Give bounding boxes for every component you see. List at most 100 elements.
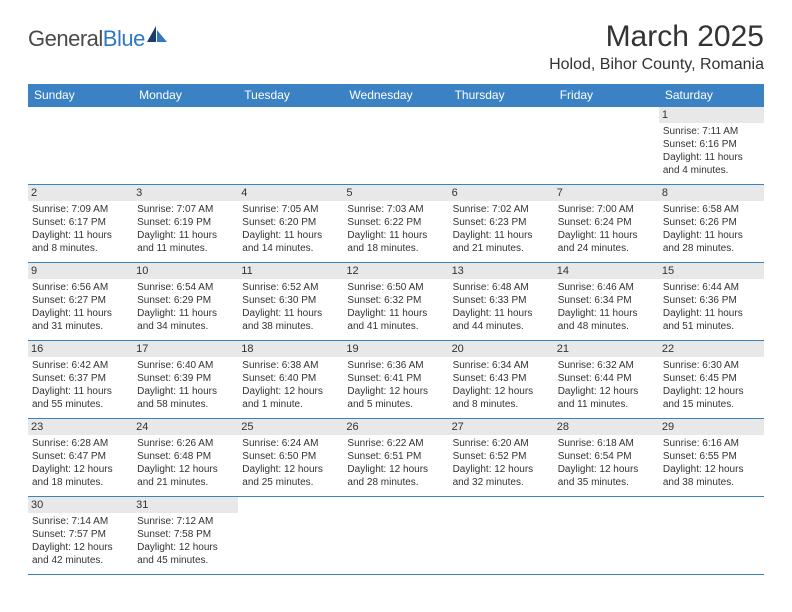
calendar-cell (449, 107, 554, 185)
column-header: Friday (554, 84, 659, 107)
sunrise-line: Sunrise: 7:05 AM (242, 203, 339, 216)
sunset-line: Sunset: 6:45 PM (663, 372, 760, 385)
sunset-line: Sunset: 6:26 PM (663, 216, 760, 229)
daylight-line: Daylight: 12 hours and 8 minutes. (453, 385, 550, 411)
daylight-line: Daylight: 11 hours and 28 minutes. (663, 229, 760, 255)
sunrise-line: Sunrise: 7:00 AM (558, 203, 655, 216)
column-header: Sunday (28, 84, 133, 107)
daylight-line: Daylight: 11 hours and 41 minutes. (347, 307, 444, 333)
sunset-line: Sunset: 6:47 PM (32, 450, 129, 463)
sunset-line: Sunset: 6:19 PM (137, 216, 234, 229)
sunrise-line: Sunrise: 7:11 AM (663, 125, 760, 138)
daylight-line: Daylight: 11 hours and 38 minutes. (242, 307, 339, 333)
daylight-line: Daylight: 11 hours and 31 minutes. (32, 307, 129, 333)
logo: GeneralBlue (28, 26, 169, 52)
calendar-body: 1Sunrise: 7:11 AMSunset: 6:16 PMDaylight… (28, 107, 764, 575)
calendar-cell: 22Sunrise: 6:30 AMSunset: 6:45 PMDayligh… (659, 341, 764, 419)
day-number: 15 (659, 263, 764, 279)
daylight-line: Daylight: 11 hours and 34 minutes. (137, 307, 234, 333)
sunset-line: Sunset: 6:51 PM (347, 450, 444, 463)
sunset-line: Sunset: 6:30 PM (242, 294, 339, 307)
daylight-line: Daylight: 12 hours and 28 minutes. (347, 463, 444, 489)
daylight-line: Daylight: 11 hours and 18 minutes. (347, 229, 444, 255)
sunset-line: Sunset: 6:54 PM (558, 450, 655, 463)
daylight-line: Daylight: 11 hours and 58 minutes. (137, 385, 234, 411)
sunrise-line: Sunrise: 6:20 AM (453, 437, 550, 450)
daylight-line: Daylight: 11 hours and 11 minutes. (137, 229, 234, 255)
sunset-line: Sunset: 6:24 PM (558, 216, 655, 229)
calendar-header-row: SundayMondayTuesdayWednesdayThursdayFrid… (28, 84, 764, 107)
sunrise-line: Sunrise: 6:38 AM (242, 359, 339, 372)
day-number: 19 (343, 341, 448, 357)
day-number: 9 (28, 263, 133, 279)
day-number: 31 (133, 497, 238, 513)
sunset-line: Sunset: 6:29 PM (137, 294, 234, 307)
sunrise-line: Sunrise: 6:58 AM (663, 203, 760, 216)
title-block: March 2025 Holod, Bihor County, Romania (549, 20, 764, 74)
day-number: 10 (133, 263, 238, 279)
day-number: 21 (554, 341, 659, 357)
sunset-line: Sunset: 7:58 PM (137, 528, 234, 541)
daylight-line: Daylight: 12 hours and 38 minutes. (663, 463, 760, 489)
calendar-week-row: 1Sunrise: 7:11 AMSunset: 6:16 PMDaylight… (28, 107, 764, 185)
daylight-line: Daylight: 12 hours and 15 minutes. (663, 385, 760, 411)
sunrise-line: Sunrise: 6:28 AM (32, 437, 129, 450)
sunrise-line: Sunrise: 7:14 AM (32, 515, 129, 528)
sunset-line: Sunset: 6:43 PM (453, 372, 550, 385)
calendar-cell: 21Sunrise: 6:32 AMSunset: 6:44 PMDayligh… (554, 341, 659, 419)
sunset-line: Sunset: 6:48 PM (137, 450, 234, 463)
sunrise-line: Sunrise: 7:12 AM (137, 515, 234, 528)
calendar-cell: 27Sunrise: 6:20 AMSunset: 6:52 PMDayligh… (449, 419, 554, 497)
logo-sail-icon (147, 26, 169, 49)
sunset-line: Sunset: 6:20 PM (242, 216, 339, 229)
daylight-line: Daylight: 12 hours and 45 minutes. (137, 541, 234, 567)
calendar-cell: 14Sunrise: 6:46 AMSunset: 6:34 PMDayligh… (554, 263, 659, 341)
day-number: 16 (28, 341, 133, 357)
daylight-line: Daylight: 11 hours and 55 minutes. (32, 385, 129, 411)
sunset-line: Sunset: 6:27 PM (32, 294, 129, 307)
daylight-line: Daylight: 11 hours and 21 minutes. (453, 229, 550, 255)
sunrise-line: Sunrise: 6:26 AM (137, 437, 234, 450)
sunset-line: Sunset: 6:41 PM (347, 372, 444, 385)
calendar-cell: 25Sunrise: 6:24 AMSunset: 6:50 PMDayligh… (238, 419, 343, 497)
calendar-cell: 29Sunrise: 6:16 AMSunset: 6:55 PMDayligh… (659, 419, 764, 497)
day-number: 13 (449, 263, 554, 279)
day-number: 11 (238, 263, 343, 279)
sunrise-line: Sunrise: 6:54 AM (137, 281, 234, 294)
column-header: Monday (133, 84, 238, 107)
day-number: 29 (659, 419, 764, 435)
calendar-cell: 26Sunrise: 6:22 AMSunset: 6:51 PMDayligh… (343, 419, 448, 497)
sunrise-line: Sunrise: 7:07 AM (137, 203, 234, 216)
month-title: March 2025 (549, 20, 764, 54)
calendar-cell (554, 107, 659, 185)
sunrise-line: Sunrise: 6:44 AM (663, 281, 760, 294)
daylight-line: Daylight: 12 hours and 21 minutes. (137, 463, 234, 489)
calendar-cell (28, 107, 133, 185)
sunset-line: Sunset: 6:32 PM (347, 294, 444, 307)
calendar-cell: 13Sunrise: 6:48 AMSunset: 6:33 PMDayligh… (449, 263, 554, 341)
sunrise-line: Sunrise: 6:48 AM (453, 281, 550, 294)
sunrise-line: Sunrise: 6:42 AM (32, 359, 129, 372)
daylight-line: Daylight: 12 hours and 35 minutes. (558, 463, 655, 489)
calendar-week-row: 30Sunrise: 7:14 AMSunset: 7:57 PMDayligh… (28, 497, 764, 575)
calendar-cell (238, 497, 343, 575)
calendar-cell (343, 497, 448, 575)
column-header: Tuesday (238, 84, 343, 107)
daylight-line: Daylight: 12 hours and 11 minutes. (558, 385, 655, 411)
sunrise-line: Sunrise: 6:18 AM (558, 437, 655, 450)
sunrise-line: Sunrise: 6:56 AM (32, 281, 129, 294)
sunset-line: Sunset: 6:17 PM (32, 216, 129, 229)
header: GeneralBlue March 2025 Holod, Bihor Coun… (28, 20, 764, 74)
sunrise-line: Sunrise: 6:16 AM (663, 437, 760, 450)
logo-text-blue: Blue (103, 26, 145, 52)
calendar-cell: 15Sunrise: 6:44 AMSunset: 6:36 PMDayligh… (659, 263, 764, 341)
calendar-cell: 24Sunrise: 6:26 AMSunset: 6:48 PMDayligh… (133, 419, 238, 497)
sunrise-line: Sunrise: 7:03 AM (347, 203, 444, 216)
day-number: 4 (238, 185, 343, 201)
calendar-table: SundayMondayTuesdayWednesdayThursdayFrid… (28, 84, 764, 575)
calendar-cell (343, 107, 448, 185)
column-header: Wednesday (343, 84, 448, 107)
sunrise-line: Sunrise: 6:24 AM (242, 437, 339, 450)
day-number: 23 (28, 419, 133, 435)
sunrise-line: Sunrise: 6:46 AM (558, 281, 655, 294)
